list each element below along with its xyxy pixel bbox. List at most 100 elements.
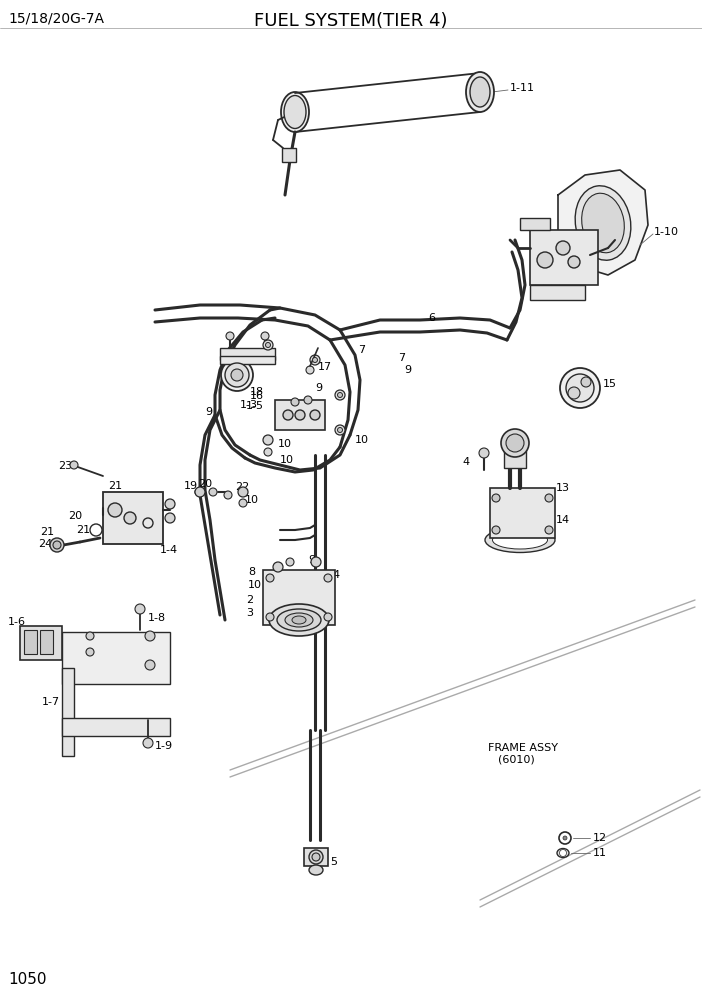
Polygon shape: [558, 170, 648, 275]
Circle shape: [338, 428, 343, 433]
Circle shape: [143, 738, 153, 748]
Bar: [24, 630, 37, 654]
Text: 6: 6: [428, 313, 435, 323]
Ellipse shape: [557, 848, 569, 857]
Text: 1-9: 1-9: [155, 741, 173, 751]
Text: 10: 10: [280, 455, 294, 465]
Circle shape: [537, 252, 553, 268]
Text: 12: 12: [593, 833, 607, 843]
Circle shape: [568, 256, 580, 268]
Text: 8: 8: [248, 567, 255, 577]
Circle shape: [224, 491, 232, 499]
Circle shape: [265, 342, 270, 347]
Ellipse shape: [309, 865, 323, 875]
Circle shape: [335, 390, 345, 400]
Ellipse shape: [582, 193, 624, 253]
Text: 18: 18: [250, 387, 264, 397]
Text: 1-8: 1-8: [148, 613, 166, 623]
Text: 9: 9: [315, 383, 322, 393]
Text: 1-5: 1-5: [246, 401, 264, 411]
Text: 17: 17: [318, 362, 332, 372]
Circle shape: [283, 410, 293, 420]
Circle shape: [506, 434, 524, 452]
Circle shape: [226, 332, 234, 340]
Circle shape: [70, 461, 78, 469]
Ellipse shape: [195, 488, 205, 496]
Ellipse shape: [284, 95, 306, 129]
Circle shape: [556, 241, 570, 255]
Ellipse shape: [225, 363, 249, 387]
Ellipse shape: [277, 609, 321, 631]
Text: 16: 16: [250, 391, 264, 401]
Bar: [263, 570, 335, 625]
Circle shape: [108, 503, 122, 517]
Circle shape: [135, 604, 145, 614]
Text: 1-10: 1-10: [654, 227, 679, 237]
Ellipse shape: [221, 359, 253, 391]
Text: 21: 21: [108, 481, 122, 491]
Ellipse shape: [485, 528, 555, 553]
Bar: [62, 718, 170, 736]
Circle shape: [53, 541, 61, 549]
Text: 13: 13: [556, 483, 570, 493]
Circle shape: [263, 435, 273, 445]
Text: 10: 10: [355, 435, 369, 445]
Text: 1-6: 1-6: [8, 617, 26, 627]
Circle shape: [273, 562, 283, 572]
Ellipse shape: [292, 616, 306, 624]
Circle shape: [304, 396, 312, 404]
Circle shape: [568, 387, 580, 399]
Ellipse shape: [466, 72, 494, 112]
Text: 1-7: 1-7: [42, 697, 60, 707]
Circle shape: [264, 448, 272, 456]
Bar: [304, 848, 328, 866]
Circle shape: [263, 340, 273, 350]
Text: 5: 5: [330, 857, 337, 867]
Text: 1-3: 1-3: [240, 400, 258, 410]
Text: FUEL SYSTEM(TIER 4): FUEL SYSTEM(TIER 4): [254, 12, 448, 30]
Ellipse shape: [493, 531, 548, 549]
Text: 4: 4: [332, 570, 339, 580]
Bar: [490, 488, 555, 538]
Bar: [520, 218, 550, 230]
Circle shape: [165, 513, 175, 523]
Bar: [220, 356, 275, 364]
Bar: [282, 148, 296, 162]
Text: 10: 10: [278, 439, 292, 449]
Bar: [504, 450, 526, 468]
Circle shape: [286, 558, 294, 566]
Bar: [103, 492, 163, 544]
Circle shape: [309, 850, 323, 864]
Text: 19: 19: [184, 481, 198, 491]
Circle shape: [86, 648, 94, 656]
Circle shape: [145, 660, 155, 670]
Text: 9: 9: [205, 407, 212, 417]
Circle shape: [291, 398, 299, 406]
Text: 21: 21: [40, 527, 54, 537]
Bar: [62, 632, 170, 684]
Text: 7: 7: [398, 353, 405, 363]
Circle shape: [312, 853, 320, 861]
Ellipse shape: [269, 604, 329, 636]
Text: 2: 2: [246, 595, 253, 605]
Circle shape: [581, 377, 591, 387]
Text: 1-11: 1-11: [510, 83, 535, 93]
Text: 24: 24: [38, 539, 52, 549]
Bar: [530, 230, 598, 285]
Text: (6010): (6010): [498, 755, 535, 765]
Bar: [220, 348, 275, 360]
Circle shape: [295, 410, 305, 420]
Circle shape: [195, 487, 205, 497]
Circle shape: [311, 557, 321, 567]
Circle shape: [310, 410, 320, 420]
Circle shape: [566, 374, 594, 402]
Ellipse shape: [285, 613, 313, 627]
Circle shape: [501, 429, 529, 457]
Circle shape: [86, 632, 94, 640]
Ellipse shape: [575, 186, 631, 260]
Text: 9: 9: [404, 365, 411, 375]
Circle shape: [312, 357, 317, 362]
Text: 14: 14: [556, 515, 570, 525]
Text: 3: 3: [246, 608, 253, 618]
Bar: [40, 630, 53, 654]
